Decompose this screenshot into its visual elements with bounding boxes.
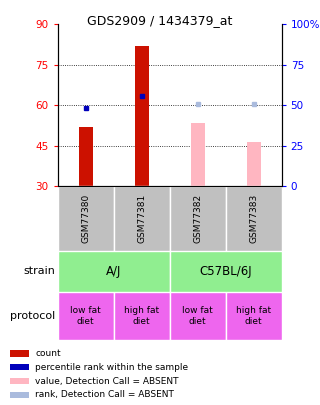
Text: high fat
diet: high fat diet xyxy=(236,306,271,326)
Bar xyxy=(10,350,29,357)
Text: rank, Detection Call = ABSENT: rank, Detection Call = ABSENT xyxy=(35,390,174,399)
Text: percentile rank within the sample: percentile rank within the sample xyxy=(35,363,188,372)
Text: protocol: protocol xyxy=(10,311,55,321)
Text: strain: strain xyxy=(23,266,55,276)
Text: count: count xyxy=(35,349,61,358)
Text: value, Detection Call = ABSENT: value, Detection Call = ABSENT xyxy=(35,377,179,386)
Bar xyxy=(79,127,92,186)
Text: A/J: A/J xyxy=(106,265,121,278)
Bar xyxy=(170,251,282,292)
Text: low fat
diet: low fat diet xyxy=(182,306,213,326)
Text: high fat
diet: high fat diet xyxy=(124,306,159,326)
Bar xyxy=(10,392,29,398)
Text: C57BL/6J: C57BL/6J xyxy=(199,265,252,278)
Bar xyxy=(114,292,170,340)
Text: GSM77380: GSM77380 xyxy=(81,194,90,243)
Bar xyxy=(10,364,29,371)
Text: GSM77382: GSM77382 xyxy=(193,194,202,243)
Bar xyxy=(58,186,114,251)
Bar xyxy=(226,292,282,340)
Text: GSM77381: GSM77381 xyxy=(137,194,146,243)
Bar xyxy=(226,186,282,251)
Bar xyxy=(135,46,148,186)
Bar xyxy=(170,186,226,251)
Text: GDS2909 / 1434379_at: GDS2909 / 1434379_at xyxy=(87,14,233,27)
Bar xyxy=(58,292,114,340)
Bar xyxy=(114,186,170,251)
Bar xyxy=(191,123,204,186)
Bar xyxy=(170,292,226,340)
Bar xyxy=(247,142,260,186)
Bar xyxy=(58,251,170,292)
Text: GSM77383: GSM77383 xyxy=(249,194,258,243)
Bar xyxy=(10,378,29,384)
Text: low fat
diet: low fat diet xyxy=(70,306,101,326)
